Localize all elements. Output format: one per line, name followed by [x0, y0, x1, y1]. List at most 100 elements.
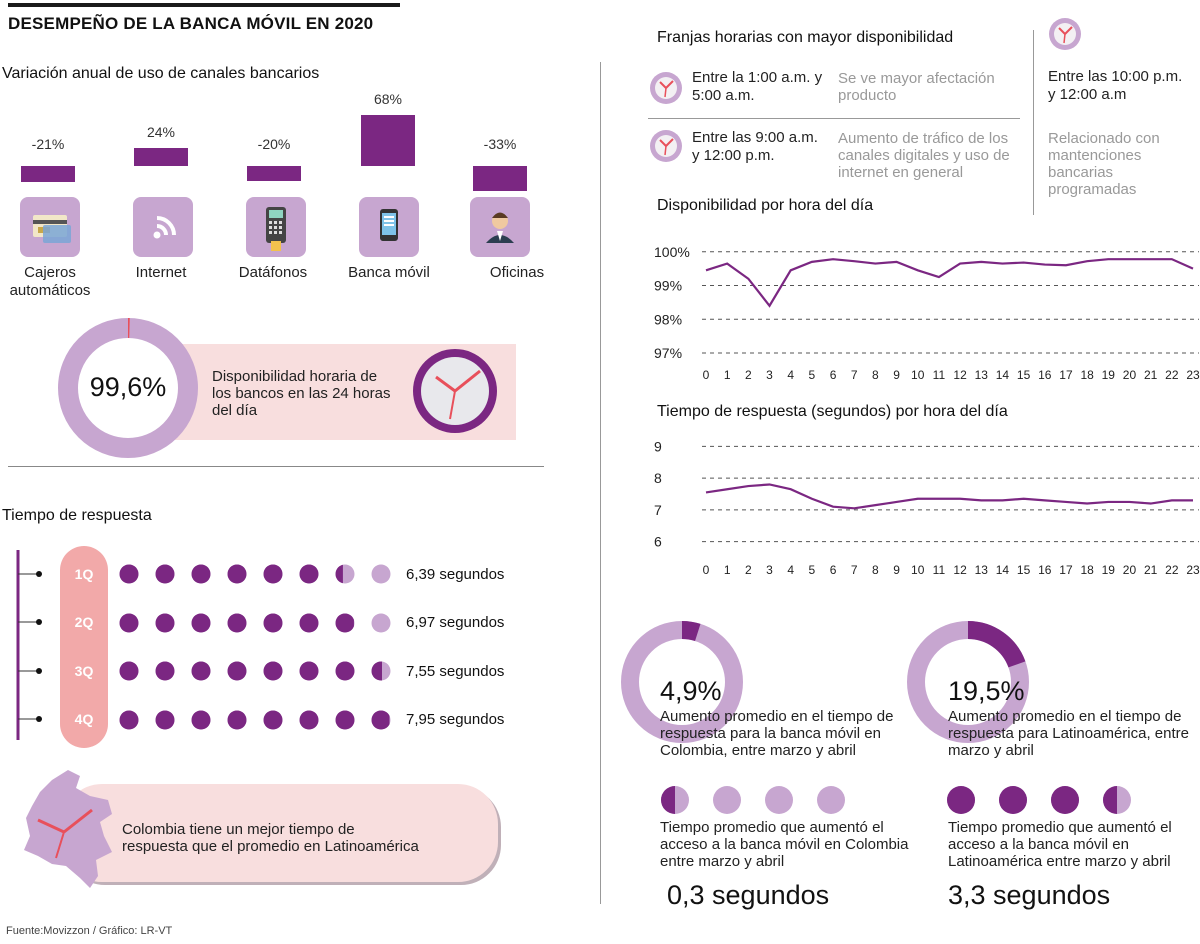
colombia-increase-value: 4,9% — [660, 676, 722, 706]
x-tick-label: 16 — [1038, 563, 1052, 577]
channel-label-datafonos: Datáfonos — [238, 264, 308, 281]
channels-heading: Variación anual de uso de canales bancar… — [2, 65, 320, 82]
x-tick-label: 9 — [893, 368, 900, 382]
quarter-dot-fill — [119, 613, 139, 633]
clock-small-icon — [650, 72, 682, 104]
source-note: Fuente:Movizzon / Gráfico: LR-VT — [6, 925, 173, 937]
quarter-dot-fill — [155, 613, 175, 633]
availability-line-chart: 97%98%99%100%0 1 2 3 4 5 6 7 8 9 10 11 12 13 14 15 16 17 1… — [654, 244, 1200, 382]
y-tick-label: 7 — [654, 502, 662, 518]
time-dot — [817, 786, 845, 814]
time-dot — [713, 786, 741, 814]
x-tick-label: 10 — [911, 563, 925, 577]
channel-change-label: 24% — [146, 124, 176, 140]
clock-icon — [413, 349, 497, 433]
quarter-seconds-2q: 6,97 segundos — [406, 614, 505, 631]
response-chart-title: Tiempo de respuesta (segundos) por hora … — [657, 403, 1008, 420]
y-tick-label: 100% — [654, 244, 690, 260]
latam-time-value: 3,3 segundos — [948, 880, 1111, 910]
x-tick-label: 3 — [766, 563, 773, 577]
time-dot-fill — [999, 786, 1027, 814]
series-line — [705, 483, 1193, 510]
quarter-dot-fill — [119, 710, 139, 730]
y-tick-label: 9 — [654, 438, 662, 454]
colombia-increase-donut — [621, 621, 743, 743]
availability-chart-title: Disponibilidad por hora del día — [657, 197, 874, 214]
x-tick-label: 23 — [1186, 563, 1200, 577]
x-tick-label: 8 — [872, 563, 879, 577]
x-tick-label: 16 — [1038, 368, 1052, 382]
x-tick-label: 19 — [1102, 563, 1116, 577]
quarter-dot-fill — [119, 661, 139, 681]
availability-text: Disponibilidad horaria de los bancos en … — [212, 368, 391, 419]
colombia-map-icon — [24, 770, 112, 888]
atm-card-icon — [20, 197, 80, 257]
y-tick-label: 8 — [654, 470, 662, 486]
quarter-dot-fill — [191, 564, 211, 584]
x-tick-label: 5 — [809, 563, 816, 577]
quarter-dot-fill — [155, 661, 175, 681]
response-timeline — [16, 550, 42, 740]
channel-change-label: -20% — [257, 136, 291, 152]
quarter-dot-fill — [263, 710, 283, 730]
x-tick-label: 6 — [830, 563, 837, 577]
time-dot-partial — [661, 786, 675, 814]
x-tick-label: 9 — [893, 563, 900, 577]
channel-bar — [361, 115, 415, 166]
quarter-seconds-3q: 7,55 segundos — [406, 663, 505, 680]
quarter-dot-fill — [299, 564, 319, 584]
x-tick-label: 1 — [724, 563, 731, 577]
x-tick-label: 5 — [809, 368, 816, 382]
quarter-label-4q: 4Q — [74, 711, 94, 727]
quarter-label-1q: 1Q — [74, 566, 94, 582]
bank-officer-icon — [470, 197, 530, 257]
channel-label-oficinas: Oficinas — [489, 264, 545, 281]
colombia-time-value: 0,3 segundos — [667, 880, 830, 910]
time-dot-partial — [1103, 786, 1117, 814]
availability-value: 99,6% — [89, 372, 167, 402]
colombia-time-dots — [661, 786, 845, 814]
colombia-time-desc: Tiempo promedio que aumentó el acceso a … — [660, 819, 909, 870]
quarter-dot-fill — [227, 613, 247, 633]
x-tick-label: 7 — [851, 563, 858, 577]
quarter-dot — [371, 613, 391, 633]
colombia-box — [62, 784, 498, 882]
x-tick-label: 1 — [724, 368, 731, 382]
x-tick-label: 8 — [872, 368, 879, 382]
slot-side-divider — [1033, 30, 1034, 215]
page-title: DESEMPEÑO DE LA BANCA MÓVIL EN 2020 — [8, 14, 374, 33]
channel-change-label: 68% — [373, 91, 403, 107]
quarter-dot-partial — [371, 661, 382, 681]
x-tick-label: 6 — [830, 368, 837, 382]
x-tick-label: 23 — [1186, 368, 1200, 382]
x-tick-label: 18 — [1080, 368, 1094, 382]
x-tick-label: 22 — [1165, 368, 1179, 382]
x-tick-label: 2 — [745, 368, 752, 382]
x-tick-label: 12 — [953, 563, 967, 577]
quarter-dot-fill — [263, 661, 283, 681]
channel-bar — [247, 166, 301, 181]
time-dot — [765, 786, 793, 814]
slots-heading: Franjas horarias con mayor disponibilida… — [657, 29, 954, 46]
latam-increase-donut — [907, 621, 1029, 743]
channel-change-label: -21% — [31, 136, 65, 152]
quarter-dot-partial — [335, 613, 354, 633]
x-tick-label: 21 — [1144, 368, 1158, 382]
wifi-icon — [133, 197, 193, 257]
x-tick-label: 0 — [703, 368, 710, 382]
y-tick-label: 97% — [654, 345, 682, 361]
x-tick-label: 7 — [851, 368, 858, 382]
y-tick-label: 6 — [654, 534, 662, 550]
channel-label-internet: Internet — [135, 264, 187, 281]
quarter-dot-fill — [299, 710, 319, 730]
x-tick-label: 15 — [1017, 368, 1031, 382]
quarter-dot-fill — [299, 613, 319, 633]
card-terminal-icon — [246, 197, 306, 257]
quarter-dot-fill — [155, 710, 175, 730]
x-tick-label: 18 — [1080, 563, 1094, 577]
x-tick-label: 15 — [1017, 563, 1031, 577]
x-tick-label: 14 — [996, 563, 1010, 577]
quarter-label-2q: 2Q — [74, 614, 94, 630]
quarter-dot-partial — [371, 710, 390, 730]
